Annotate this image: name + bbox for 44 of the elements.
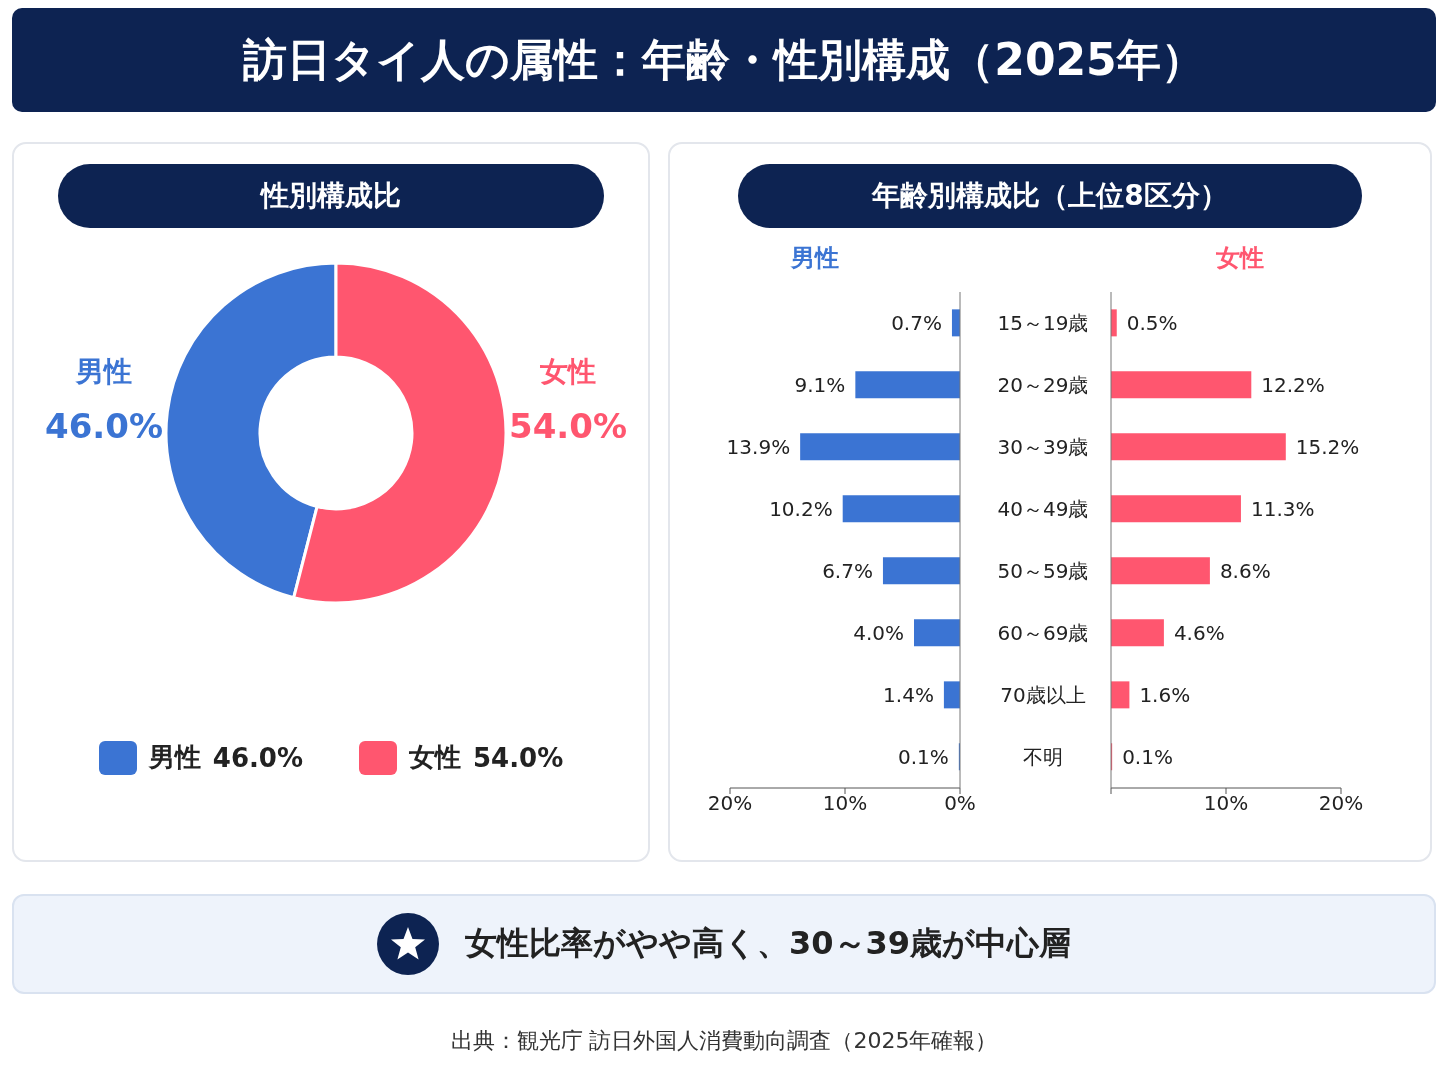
text: 訪日タイ人の属性：年齢・性別構成（2025年） [12,8,1436,112]
text: 年齢別構成比（上位8区分） [738,164,1362,228]
source-note: 出典：観光庁 訪日外国人消費動向調査（2025年確報） [449,1027,999,1055]
y-tick-label: 15～19歳 [997,311,1089,335]
y-tick-label: 20～29歳 [997,373,1089,397]
legend-label: 女性 [409,741,461,774]
x-tick-label: 20% [1318,791,1364,816]
x-tick-label: 0% [944,791,976,816]
y-tick-label: 40～49歳 [997,497,1089,521]
slice-label: 男性 [75,355,132,388]
data-label: 15.2% [1295,434,1360,459]
data-label: 12.2% [1261,372,1325,397]
data-label: 0.7% [891,310,942,335]
data-label: 6.7% [822,558,873,583]
data-label: 4.0% [853,620,904,645]
legend-label: 男性 [148,741,201,774]
text: 46.0% [212,742,303,773]
data-label: 10.2% [769,496,833,521]
text: 54.0% [473,742,564,773]
data-label: 0.1% [898,744,949,769]
chart-subtitle: 性別構成比 [58,164,604,228]
data-label: 11.3% [1250,496,1315,521]
data-label: 8.6% [1219,558,1271,583]
x-tick-label: 10% [822,791,868,816]
slice-label: 女性 [539,355,596,388]
data-label: 13.9% [726,434,791,459]
y-tick-label: 30～39歳 [997,435,1089,459]
y-tick-label: 60～69歳 [997,621,1089,645]
data-label: 54.0% [509,406,627,446]
y-tick-label: 50～59歳 [997,559,1089,583]
text: 女性 [1216,243,1264,274]
data-label: 46.0% [45,406,163,446]
data-label: 0.1% [1122,744,1173,769]
data-label: 0.5% [1126,310,1178,335]
text: 女性比率がやや高く、30～39歳が中心層 [464,923,1072,964]
data-label: 1.6% [1139,682,1191,707]
text: 男性 [791,243,839,274]
y-tick-label: 不明 [1023,745,1063,769]
data-label: 4.6% [1173,620,1225,645]
x-tick-label: 10% [1203,791,1249,816]
x-tick-label: 20% [707,791,753,816]
data-label: 1.4% [883,682,934,707]
y-tick-label: 70歳以上 [1000,683,1086,707]
data-label: 9.1% [794,372,846,397]
